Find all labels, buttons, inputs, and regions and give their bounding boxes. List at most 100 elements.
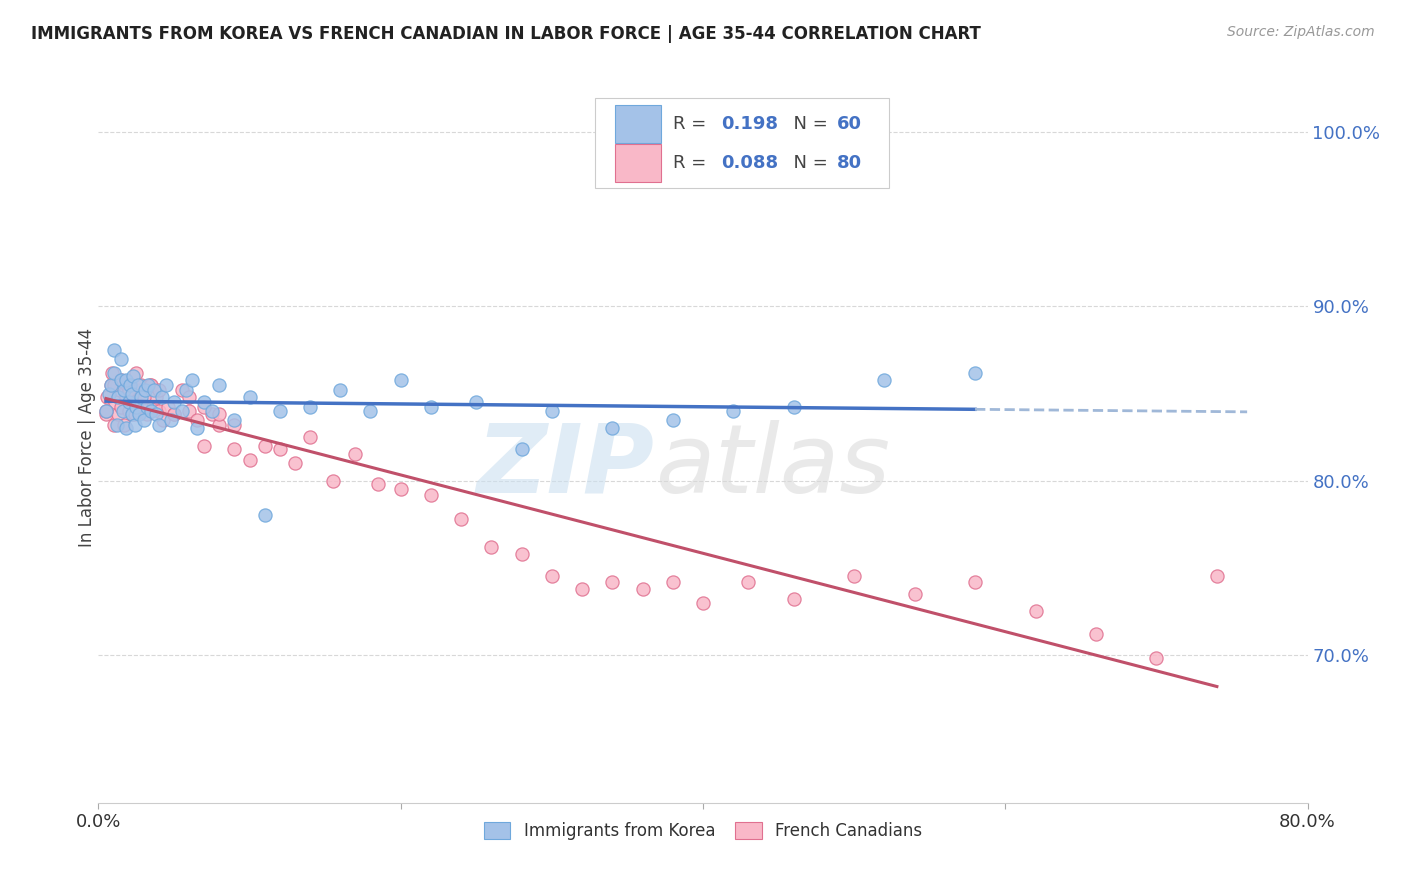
Point (115, 377, 138, 392)
Point (112, 417, 135, 432)
Point (125, 366, 148, 380)
Point (145, 408, 167, 422)
Text: 80: 80 (837, 153, 862, 172)
Point (465, 395, 488, 409)
Point (253, 439, 276, 453)
Point (111, 404, 134, 418)
Point (389, 373, 412, 387)
Point (163, 408, 186, 422)
Point (193, 439, 215, 453)
Point (112, 383, 135, 397)
Point (120, 383, 142, 397)
Point (389, 483, 412, 497)
Point (96, 390, 118, 404)
Point (142, 401, 165, 415)
Point (100, 377, 122, 392)
Point (450, 512, 472, 526)
Point (201, 408, 224, 422)
Point (111, 377, 134, 392)
Point (105, 417, 128, 432)
Point (150, 390, 173, 404)
Point (723, 404, 745, 418)
Point (122, 369, 145, 384)
Point (661, 412, 683, 426)
Point (201, 404, 224, 418)
Point (602, 574, 624, 589)
FancyBboxPatch shape (595, 98, 889, 187)
Point (269, 404, 291, 418)
Text: N =: N = (782, 115, 834, 133)
Text: Source: ZipAtlas.com: Source: ZipAtlas.com (1227, 25, 1375, 39)
Point (125, 395, 148, 409)
Point (103, 343, 125, 357)
Point (186, 421, 208, 435)
Text: ZIP: ZIP (477, 420, 655, 513)
Point (174, 383, 197, 397)
Point (105, 377, 128, 392)
Point (160, 412, 183, 426)
Point (132, 401, 155, 415)
Point (1144, 651, 1167, 665)
Point (128, 404, 150, 418)
Point (135, 408, 157, 422)
Point (284, 456, 307, 470)
Point (783, 592, 806, 607)
Point (98, 386, 121, 401)
Point (101, 366, 124, 380)
Point (114, 421, 136, 435)
Point (193, 395, 215, 409)
Point (208, 408, 231, 422)
Point (129, 377, 152, 392)
Point (108, 383, 131, 397)
Point (179, 390, 201, 404)
Point (110, 373, 132, 387)
Point (135, 401, 157, 415)
Point (94, 404, 117, 418)
Y-axis label: In Labor Force | Age 35-44: In Labor Force | Age 35-44 (79, 327, 96, 547)
Point (103, 377, 125, 392)
Point (141, 377, 163, 392)
Text: R =: R = (672, 115, 717, 133)
Point (107, 390, 129, 404)
Point (134, 383, 156, 397)
Point (1085, 627, 1108, 641)
Point (132, 412, 155, 426)
Point (127, 377, 149, 392)
Point (322, 474, 344, 488)
Point (129, 390, 152, 404)
Point (420, 401, 443, 415)
Point (344, 448, 367, 462)
Point (103, 366, 125, 380)
Point (100, 377, 122, 392)
Point (122, 386, 145, 401)
Point (156, 401, 179, 415)
Point (127, 383, 149, 397)
Point (661, 574, 683, 589)
Point (299, 401, 322, 415)
Point (170, 404, 193, 418)
Point (186, 412, 208, 426)
Point (121, 386, 143, 401)
Point (148, 404, 170, 418)
Text: 0.088: 0.088 (721, 153, 779, 172)
FancyBboxPatch shape (614, 105, 661, 144)
Point (540, 404, 562, 418)
Point (110, 351, 132, 366)
Point (110, 401, 132, 415)
Point (139, 377, 162, 392)
Legend: Immigrants from Korea, French Canadians: Immigrants from Korea, French Canadians (477, 815, 929, 847)
Point (94, 404, 117, 418)
Point (873, 373, 896, 387)
Point (148, 417, 170, 432)
Point (1024, 604, 1046, 618)
Point (224, 412, 246, 426)
Point (904, 587, 927, 601)
Point (510, 442, 533, 457)
Point (224, 442, 246, 457)
Point (631, 582, 654, 596)
Point (132, 390, 155, 404)
Point (208, 377, 231, 392)
Point (124, 408, 146, 422)
Point (121, 408, 143, 422)
Point (120, 377, 142, 392)
